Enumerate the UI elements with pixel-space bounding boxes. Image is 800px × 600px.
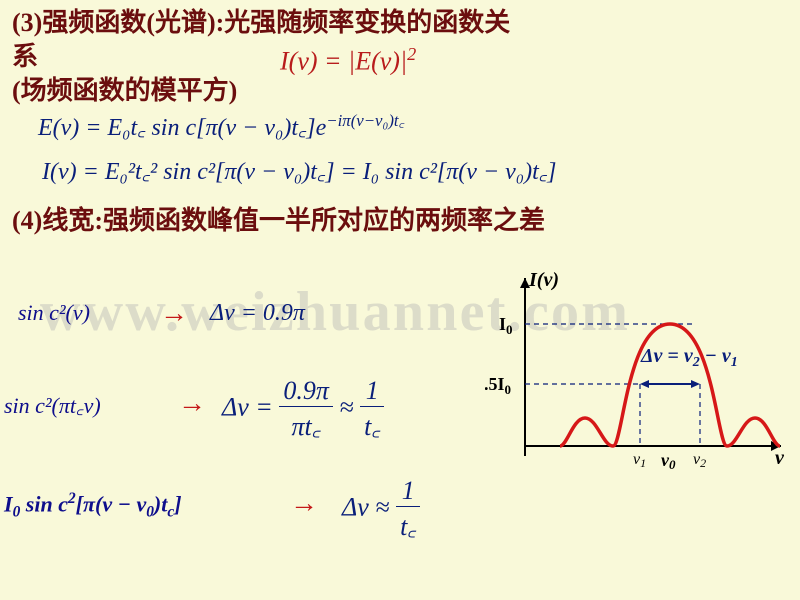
row2-left: sin c²(πt꜀ν) <box>4 390 101 420</box>
ytick-halfI0: 0.5I0 <box>485 374 511 397</box>
ylabel: I(ν) <box>528 269 559 291</box>
frac-3: 1 t꜀ <box>396 476 420 543</box>
heading-3-paren: (场频函数的模平方) <box>12 74 237 108</box>
frac-3-den: t꜀ <box>396 507 420 543</box>
delta-nu-arrow-l <box>640 380 649 388</box>
row2-right: Δν = 0.9π πt꜀ ≈ 1 t꜀ <box>222 376 384 443</box>
xtick-v1: ν1 <box>633 451 646 470</box>
row1-right: Δν = 0.9π <box>210 300 305 327</box>
arrow-3: → <box>290 488 318 520</box>
frac-1-num: 0.9π <box>279 376 333 407</box>
formula-body: I(ν) = |E(ν)| <box>280 47 407 76</box>
frac-2-den: t꜀ <box>360 407 384 443</box>
formula-E-body: E(ν) = E₀t꜀ sin c[π(ν − ν₀)t꜀]e <box>38 115 326 141</box>
frac-1-den: πt꜀ <box>279 407 333 443</box>
frac-2: 1 t꜀ <box>360 376 384 443</box>
formula-exp: 2 <box>407 44 416 64</box>
row3-left: I0 sin c2[π(ν − ν0)tc] <box>4 490 182 522</box>
row1-left: sin c²(ν) <box>18 300 90 326</box>
arrow-1: → <box>160 298 188 330</box>
formula-E: E(ν) = E₀t꜀ sin c[π(ν − ν₀)t꜀]e−iπ(ν−ν₀)… <box>38 108 404 143</box>
heading-3-line2: 系 <box>12 40 38 74</box>
row3-prefix: Δν ≈ <box>342 492 396 521</box>
xlabel: ν <box>775 447 785 469</box>
heading-4: (4)线宽:强频函数峰值一半所对应的两频率之差 <box>12 204 545 238</box>
formula-E-exp: −iπ(ν−ν₀)t꜀ <box>326 111 404 130</box>
delta-nu-arrow-r <box>691 380 700 388</box>
row3-right: Δν ≈ 1 t꜀ <box>342 476 420 543</box>
row2-approx: ≈ <box>339 392 360 421</box>
frac-3-num: 1 <box>396 476 420 507</box>
arrow-2: → <box>178 388 206 420</box>
xtick-v0: ν0 <box>661 450 676 472</box>
row2-prefix: Δν = <box>222 392 279 421</box>
frac-1: 0.9π πt꜀ <box>279 376 333 443</box>
formula-intensity-def: I(ν) = |E(ν)|2 <box>280 44 416 77</box>
frac-2-num: 1 <box>360 376 384 407</box>
xtick-v2: ν2 <box>693 451 706 470</box>
heading-3-line1: (3)强频函数(光谱):光强随频率变换的函数关 <box>12 6 510 40</box>
delta-nu-annotation: Δν = ν2 − ν1 <box>640 345 738 370</box>
sinc-chart: I(ν) I0 0.5I0 ν ν1 ν0 ν2 Δν = ν2 − ν1 <box>485 266 795 481</box>
formula-I: I(ν) = E₀²t꜀² sin c²[π(ν − ν₀)t꜀] = I₀ s… <box>42 154 556 187</box>
ytick-I0: I0 <box>499 314 513 337</box>
